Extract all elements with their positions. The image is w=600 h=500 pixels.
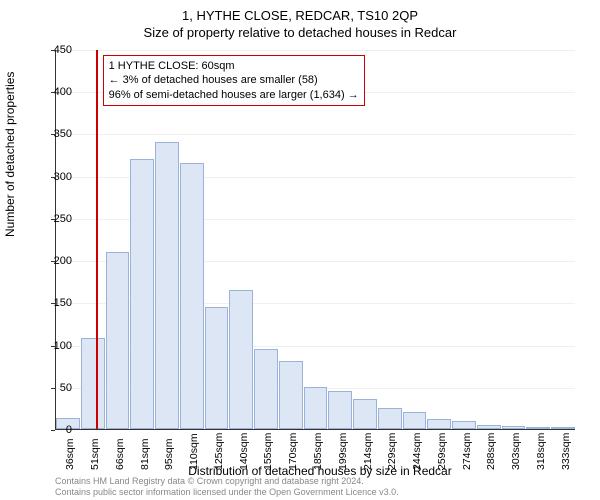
footer-text: Contains HM Land Registry data © Crown c…: [55, 476, 399, 498]
x-tick-label: 318sqm: [535, 433, 547, 470]
gridline: [56, 50, 575, 51]
x-tick-label: 259sqm: [436, 433, 448, 470]
gridline: [56, 134, 575, 135]
x-tick-label: 244sqm: [411, 433, 423, 470]
bar: [205, 307, 229, 429]
bar: [551, 427, 575, 429]
y-tick-mark: [51, 92, 55, 93]
x-tick-label: 303sqm: [510, 433, 522, 470]
x-tick-label: 36sqm: [64, 438, 76, 470]
x-tick-label: 274sqm: [461, 433, 473, 470]
bar: [403, 412, 427, 429]
y-tick-label: 0: [42, 424, 72, 436]
y-tick-mark: [51, 219, 55, 220]
x-tick-label: 229sqm: [386, 433, 398, 470]
x-tick-label: 170sqm: [287, 433, 299, 470]
bar: [229, 290, 253, 429]
x-tick-label: 51sqm: [89, 438, 101, 470]
x-tick-label: 125sqm: [213, 433, 225, 470]
chart-title: 1, HYTHE CLOSE, REDCAR, TS10 2QP: [0, 0, 600, 23]
y-tick-label: 100: [42, 340, 72, 352]
bar: [353, 399, 377, 429]
bar: [378, 408, 402, 429]
bar: [279, 361, 303, 429]
y-tick-mark: [51, 134, 55, 135]
y-tick-label: 300: [42, 171, 72, 183]
bar: [452, 421, 476, 429]
y-tick-mark: [51, 50, 55, 51]
x-tick-label: 185sqm: [312, 433, 324, 470]
bar: [81, 338, 105, 429]
annotation-box: 1 HYTHE CLOSE: 60sqm← 3% of detached hou…: [103, 55, 365, 106]
footer-line2: Contains public sector information licen…: [55, 487, 399, 498]
bar: [502, 426, 526, 429]
x-tick-label: 81sqm: [139, 438, 151, 470]
y-tick-mark: [51, 346, 55, 347]
y-tick-label: 50: [42, 382, 72, 394]
footer-line1: Contains HM Land Registry data © Crown c…: [55, 476, 399, 487]
annotation-line: ← 3% of detached houses are smaller (58): [109, 73, 359, 87]
y-axis-label: Number of detached properties: [3, 72, 17, 237]
bar: [106, 252, 130, 429]
x-tick-label: 199sqm: [337, 433, 349, 470]
x-tick-label: 214sqm: [362, 433, 374, 470]
plot-area: [55, 50, 575, 430]
y-tick-mark: [51, 177, 55, 178]
x-tick-label: 288sqm: [485, 433, 497, 470]
y-tick-label: 150: [42, 297, 72, 309]
marker-line: [96, 50, 98, 429]
y-tick-mark: [51, 303, 55, 304]
y-tick-mark: [51, 261, 55, 262]
y-tick-label: 350: [42, 128, 72, 140]
bar: [130, 159, 154, 429]
x-tick-label: 155sqm: [262, 433, 274, 470]
x-tick-label: 95sqm: [163, 438, 175, 470]
bar: [254, 349, 278, 429]
chart-subtitle: Size of property relative to detached ho…: [0, 23, 600, 40]
y-tick-label: 400: [42, 86, 72, 98]
y-tick-label: 250: [42, 213, 72, 225]
annotation-line: 96% of semi-detached houses are larger (…: [109, 88, 359, 102]
y-tick-label: 200: [42, 255, 72, 267]
bar: [304, 387, 328, 429]
bar: [180, 163, 204, 429]
y-tick-mark: [51, 430, 55, 431]
x-tick-label: 140sqm: [238, 433, 250, 470]
y-tick-label: 450: [42, 44, 72, 56]
x-tick-label: 110sqm: [188, 433, 200, 470]
x-tick-label: 333sqm: [560, 433, 572, 470]
annotation-line: 1 HYTHE CLOSE: 60sqm: [109, 59, 359, 73]
y-tick-mark: [51, 388, 55, 389]
bar: [526, 427, 550, 429]
bar: [477, 425, 501, 429]
x-tick-label: 66sqm: [114, 438, 126, 470]
bar: [328, 391, 352, 429]
bar: [427, 419, 451, 429]
bar: [155, 142, 179, 429]
